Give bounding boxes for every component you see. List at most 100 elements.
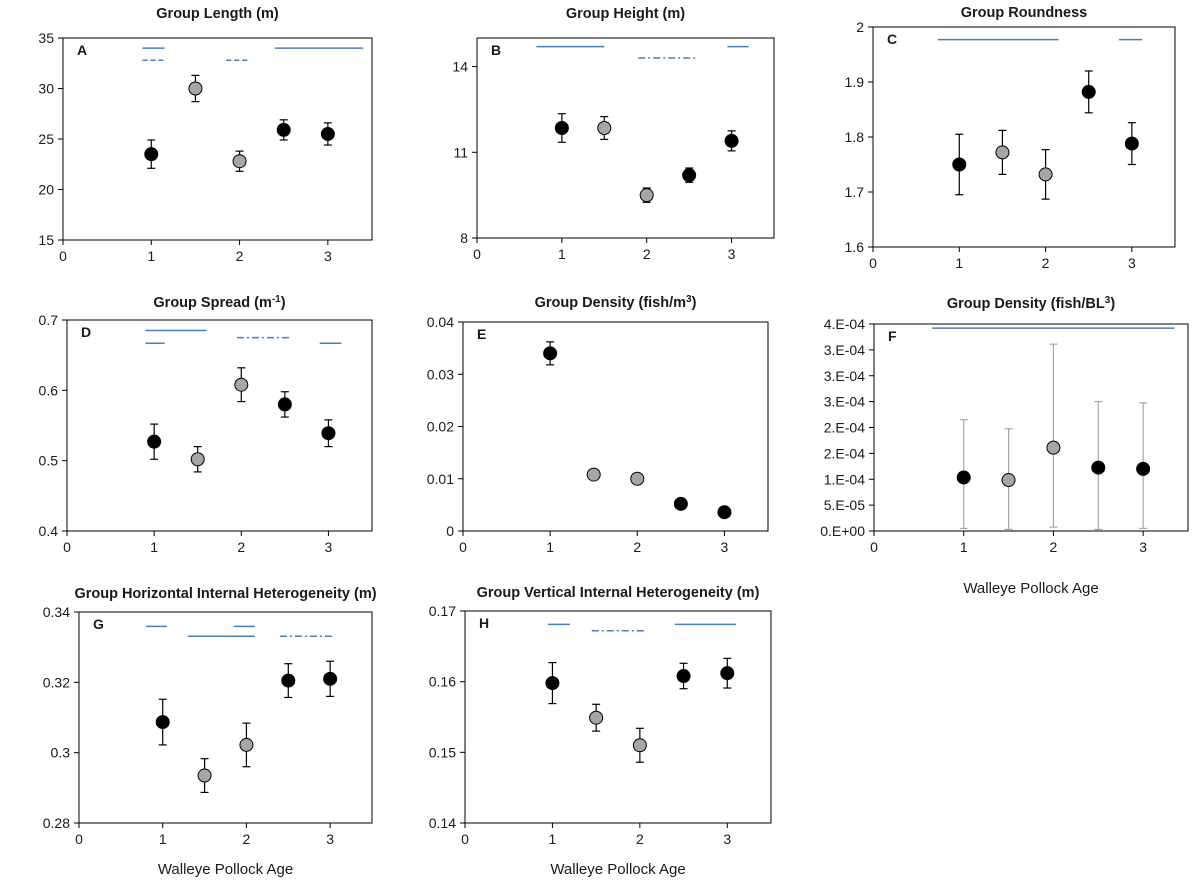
panel-letter: F	[888, 328, 897, 344]
data-point-black	[147, 434, 162, 449]
chart-title: Group Horizontal Internal Heterogeneity …	[74, 586, 376, 602]
panel-letter: C	[887, 31, 897, 47]
panel-letter: D	[81, 324, 91, 340]
x-tick-label: 2	[1050, 539, 1058, 555]
data-point-black	[321, 426, 336, 441]
chart-title: Group Height (m)	[566, 6, 685, 22]
data-point-grey	[586, 467, 601, 482]
chart-title: Group Spread (m-1)	[153, 294, 285, 312]
x-axis-label: Walleye Pollock Age	[963, 580, 1098, 597]
x-tick-label: 1	[150, 539, 158, 555]
y-tick-label: 14	[452, 59, 468, 75]
data-point-black	[323, 671, 338, 686]
y-tick-label: 25	[38, 131, 54, 147]
data-point-grey	[1001, 473, 1016, 488]
data-point-grey	[589, 710, 604, 725]
x-axis-label: Walleye Pollock Age	[158, 861, 293, 878]
y-tick-label: 0.15	[429, 744, 456, 760]
chart-title: Group Length (m)	[156, 6, 279, 22]
data-point-black	[155, 715, 170, 730]
data-point-grey	[188, 81, 203, 96]
data-point-black	[144, 147, 159, 162]
chart-title-end: )	[692, 295, 697, 311]
data-point-black	[676, 669, 691, 684]
data-point-black	[320, 126, 335, 141]
data-point-grey	[190, 452, 205, 467]
chart-title: Group Density (fish/BL3)	[947, 295, 1115, 313]
chart-title-main: Group Density (fish/BL	[947, 296, 1105, 312]
panel-e: Group Density (fish/m3)E0 1 2 300.010.020.0…	[427, 294, 769, 555]
chart-title-main: Group Length (m)	[156, 6, 279, 22]
y-tick-label: 0.14	[429, 815, 456, 831]
data-point-black	[1091, 460, 1106, 475]
panel-letter: A	[77, 42, 87, 58]
y-tick-label: 0.5	[39, 453, 59, 469]
chart-title: Group Roundness	[961, 5, 1087, 21]
data-point-grey	[597, 121, 612, 135]
data-point-grey	[1046, 440, 1061, 455]
data-point-grey	[239, 737, 254, 752]
data-point-black	[724, 133, 739, 148]
x-tick-label: 2	[643, 246, 651, 262]
y-tick-label: 0.03	[427, 366, 454, 382]
panel-b: Group Height (m) B 0 1 2 3 8 11 14	[452, 6, 775, 262]
x-tick-label: 0	[869, 255, 877, 271]
data-point-black	[673, 496, 688, 511]
data-point-grey	[1038, 167, 1053, 182]
y-tick-label: 2	[856, 19, 864, 35]
chart-title-main: Group Horizontal Internal Heterogeneity …	[74, 586, 376, 602]
y-tick-label: 35	[38, 30, 54, 46]
x-tick-label: 0	[459, 539, 467, 555]
data-point-black	[1136, 461, 1151, 476]
data-point-grey	[234, 377, 249, 392]
y-tick-label: 3.E-04	[824, 342, 865, 358]
x-tick-label: 1	[955, 255, 963, 271]
data-point-black	[1124, 136, 1139, 151]
chart-title-end: )	[281, 295, 286, 311]
chart-title-main: Group Roundness	[961, 5, 1087, 21]
y-tick-label: 0.6	[39, 382, 59, 398]
x-tick-label: 0	[75, 831, 83, 847]
x-tick-label: 3	[721, 539, 729, 555]
plot-area-frame	[462, 321, 769, 532]
plot-area-frame	[873, 323, 1189, 532]
y-tick-label: 0.04	[427, 314, 454, 330]
x-tick-label: 3	[1139, 539, 1147, 555]
y-tick-label: 2.E-04	[824, 445, 865, 461]
x-tick-label: 1	[147, 248, 155, 264]
x-tick-label: 1	[546, 539, 554, 555]
data-point-black	[277, 397, 292, 412]
y-tick-label: 11	[453, 144, 468, 160]
chart-title-superscript: -1	[272, 294, 281, 305]
panel-g: Group Horizontal Internal Heterogeneity …	[43, 586, 377, 878]
x-tick-label: 1	[549, 831, 557, 847]
panel-letter: B	[491, 42, 501, 58]
data-point-black	[952, 157, 967, 172]
data-point-grey	[197, 768, 212, 783]
y-tick-label: 0.02	[427, 419, 454, 435]
chart-title: Group Vertical Internal Heterogeneity (m…	[477, 585, 760, 601]
x-tick-label: 0	[59, 248, 67, 264]
y-tick-label: 3.E-04	[824, 394, 865, 410]
x-tick-label: 2	[237, 539, 245, 555]
data-point-black	[543, 346, 558, 361]
chart-title-end: )	[1110, 296, 1115, 312]
data-point-black	[545, 676, 560, 691]
y-tick-label: 0.34	[43, 604, 70, 620]
chart-title-main: Group Height (m)	[566, 6, 685, 22]
x-tick-label: 1	[159, 831, 167, 847]
plot-area-frame	[78, 611, 373, 824]
y-tick-label: 0.16	[429, 674, 456, 690]
y-tick-label: 4.E-04	[824, 316, 865, 332]
x-tick-label: 2	[243, 831, 251, 847]
y-tick-label: 1.9	[845, 74, 865, 90]
panel-letter: E	[477, 326, 486, 342]
data-point-black	[1081, 84, 1096, 99]
x-tick-label: 3	[326, 831, 334, 847]
y-tick-label: 1.8	[845, 129, 865, 145]
y-tick-label: 0.32	[43, 674, 70, 690]
plot-area-frame	[66, 319, 373, 532]
y-tick-label: 15	[38, 232, 54, 248]
